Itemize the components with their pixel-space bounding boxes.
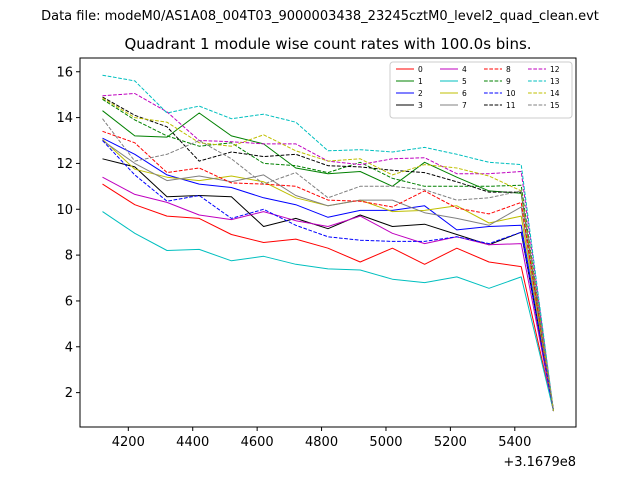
x-tick-label: 5000 [369, 435, 402, 450]
x-axis-offset-label: +3.1679e8 [503, 455, 576, 470]
x-tick-label: 4800 [305, 435, 338, 450]
y-tick-label: 12 [56, 157, 73, 172]
chart-title: Quadrant 1 module wise count rates with … [124, 35, 531, 53]
y-tick-label: 4 [65, 340, 73, 355]
y-tick-label: 2 [65, 386, 73, 401]
series-line-8 [102, 130, 554, 412]
y-tick-label: 8 [65, 249, 73, 264]
series-line-5 [102, 211, 554, 412]
legend-label-5: 5 [462, 77, 467, 86]
series-layer [102, 74, 554, 412]
legend-label-4: 4 [462, 65, 467, 74]
legend-label-13: 13 [550, 77, 560, 86]
x-tick-label: 5400 [498, 435, 531, 450]
legend-label-9: 9 [506, 77, 511, 86]
legend-label-6: 6 [462, 89, 467, 98]
series-line-10 [102, 140, 554, 412]
series-line-0 [102, 183, 554, 412]
legend-label-10: 10 [506, 89, 516, 98]
series-line-14 [102, 97, 554, 412]
figure-supertitle: Data file: modeM0/AS1A08_004T03_90000034… [41, 9, 599, 24]
y-tick-label: 6 [65, 294, 73, 309]
legend-label-11: 11 [506, 101, 516, 110]
series-line-4 [102, 176, 554, 412]
legend-label-12: 12 [550, 65, 560, 74]
x-tick-label: 4600 [241, 435, 274, 450]
legend-box [389, 61, 573, 119]
y-tick-label: 14 [56, 111, 73, 126]
legend-label-3: 3 [418, 101, 423, 110]
y-tick-label: 10 [56, 203, 73, 218]
series-line-15 [102, 118, 554, 412]
legend-label-7: 7 [462, 101, 467, 110]
series-line-9 [102, 98, 554, 412]
legend-label-0: 0 [418, 65, 423, 74]
series-line-11 [102, 96, 554, 412]
series-line-13 [102, 74, 554, 412]
y-tick-label: 16 [56, 65, 73, 80]
legend-label-8: 8 [506, 65, 511, 74]
axes-frame [79, 57, 577, 428]
legend-label-2: 2 [418, 89, 423, 98]
legend-label-14: 14 [550, 89, 560, 98]
x-tick-label: 4200 [112, 435, 145, 450]
x-tick-label: 4400 [176, 435, 209, 450]
series-line-7 [102, 140, 554, 412]
legend-label-1: 1 [418, 77, 423, 86]
x-tick-label: 5200 [434, 435, 467, 450]
legend-label-15: 15 [550, 101, 560, 110]
